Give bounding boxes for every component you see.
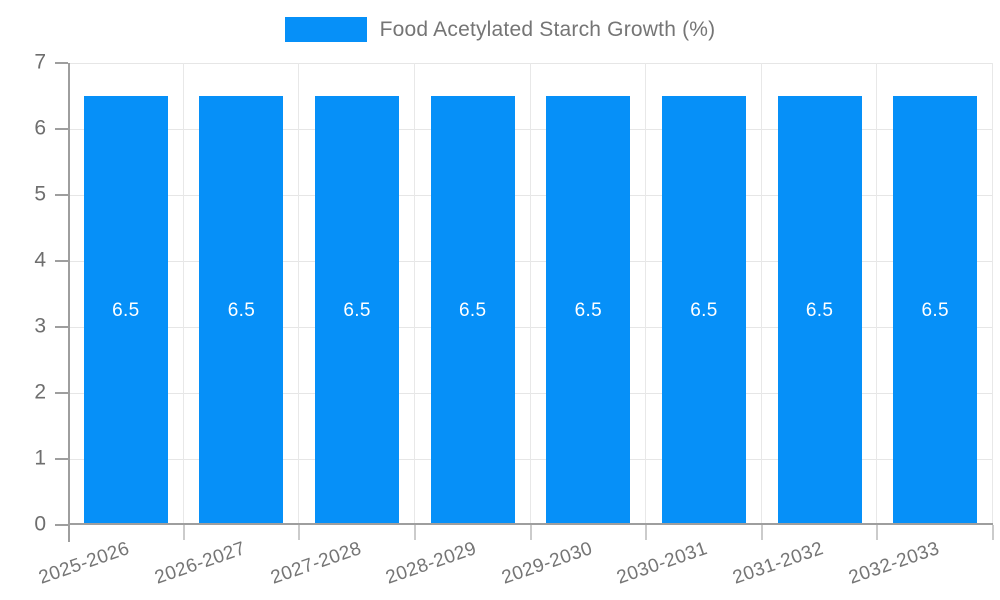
bar[interactable]: 6.5 xyxy=(661,96,746,525)
y-axis-tick xyxy=(55,260,68,262)
x-axis-tick xyxy=(182,525,185,540)
x-axis-category-label: 2030-2031 xyxy=(614,538,711,589)
y-axis-tick xyxy=(55,326,68,328)
legend-marker-icon xyxy=(284,17,367,42)
plot-area: 6.5 6.5 6.5 6.5 6.5 6.5 6.5 6.5 xyxy=(55,62,994,542)
x-axis-tick xyxy=(760,525,763,540)
x-axis-category-label: 2027-2028 xyxy=(267,538,364,589)
y-axis-tick xyxy=(55,458,68,460)
y-axis-tick-label: 0 xyxy=(34,512,46,536)
x-axis-category-label: 2025-2026 xyxy=(36,538,133,589)
bar-value-label: 6.5 xyxy=(574,299,602,321)
legend-label: Food Acetylated Starch Growth (%) xyxy=(379,17,716,41)
v-gridline xyxy=(298,63,300,525)
legend[interactable]: Food Acetylated Starch Growth (%) xyxy=(0,17,1000,42)
h-gridline xyxy=(68,195,993,196)
bar[interactable]: 6.5 xyxy=(546,96,631,525)
x-axis-tick xyxy=(645,525,648,540)
x-axis-category-label: 2031-2032 xyxy=(730,538,827,589)
v-gridline xyxy=(992,63,993,525)
bar-value-label: 6.5 xyxy=(459,299,487,321)
v-gridline xyxy=(760,63,762,525)
v-gridline xyxy=(529,63,531,525)
y-axis-tick xyxy=(55,524,68,526)
y-axis-tick-label: 4 xyxy=(34,248,46,272)
bar-value-label: 6.5 xyxy=(227,299,256,321)
h-gridline xyxy=(68,63,993,64)
y-axis-tick-label: 1 xyxy=(34,446,46,470)
v-gridline xyxy=(645,63,647,525)
v-gridline xyxy=(876,63,878,525)
bar[interactable]: 6.5 xyxy=(893,96,978,525)
y-axis-tick xyxy=(55,392,68,394)
x-axis-category-label: 2032-2033 xyxy=(845,538,943,589)
bar[interactable]: 6.5 xyxy=(777,96,862,525)
v-gridline xyxy=(182,63,184,525)
x-axis-tick xyxy=(413,525,416,540)
bar-value-label: 6.5 xyxy=(690,299,718,321)
y-axis-tick-label: 2 xyxy=(34,380,46,404)
bar[interactable]: 6.5 xyxy=(315,96,400,525)
v-gridline xyxy=(413,63,415,525)
h-gridline xyxy=(68,261,993,262)
bar-value-label: 6.5 xyxy=(112,299,140,321)
bar-value-label: 6.5 xyxy=(343,299,371,321)
x-axis-tick xyxy=(992,525,994,540)
y-axis-tick-label: 5 xyxy=(34,182,46,206)
bar[interactable]: 6.5 xyxy=(430,96,515,525)
y-axis-tick xyxy=(55,62,68,64)
x-axis-category-label: 2029-2030 xyxy=(498,538,596,589)
h-gridline xyxy=(68,129,993,130)
x-axis-tick xyxy=(298,525,301,540)
bar[interactable]: 6.5 xyxy=(83,96,168,525)
y-axis-tick xyxy=(55,194,68,196)
h-gridline xyxy=(68,393,993,394)
y-axis-tick xyxy=(55,128,68,130)
h-gridline xyxy=(68,327,993,328)
x-axis-tick xyxy=(876,525,879,540)
h-gridline xyxy=(68,459,993,460)
y-axis-tick-label: 6 xyxy=(34,116,46,140)
y-axis-line xyxy=(68,63,70,542)
x-axis-category-label: 2026-2027 xyxy=(152,538,249,589)
bar-value-label: 6.5 xyxy=(805,299,834,321)
x-axis-baseline xyxy=(68,523,993,525)
x-axis-tick xyxy=(529,525,532,540)
bar-value-label: 6.5 xyxy=(921,299,949,321)
bar[interactable]: 6.5 xyxy=(199,96,284,525)
y-axis-tick-label: 3 xyxy=(34,314,46,338)
y-axis-tick-label: 7 xyxy=(34,50,46,74)
x-axis-category-label: 2028-2029 xyxy=(383,538,480,589)
